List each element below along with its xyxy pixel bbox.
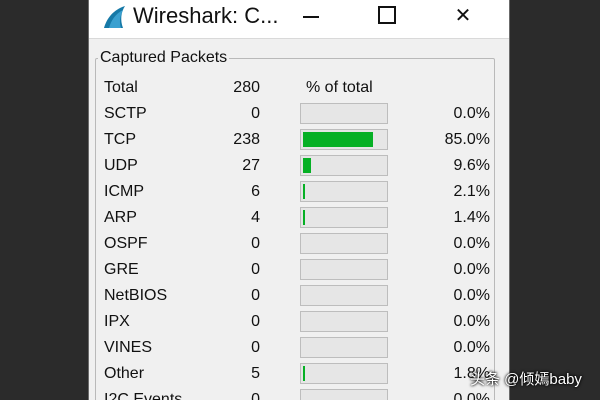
- packet-count: 4: [251, 209, 260, 226]
- percent-bar: [300, 337, 388, 358]
- table-row: TCP 238 85.0%: [96, 127, 494, 153]
- percent-value: 0.0%: [453, 287, 490, 304]
- percent-value: 0.0%: [453, 391, 490, 400]
- window-title: Wireshark: C...: [133, 3, 279, 28]
- packet-count: 0: [251, 105, 260, 122]
- packet-count: 0: [251, 313, 260, 330]
- minimize-button[interactable]: [281, 0, 341, 30]
- packet-count: 6: [251, 183, 260, 200]
- percent-bar: [300, 363, 388, 384]
- percent-bar: [300, 285, 388, 306]
- wireshark-fin-icon: [104, 6, 125, 28]
- table-row: SCTP 0 0.0%: [96, 101, 494, 127]
- minimize-icon: [303, 16, 319, 18]
- protocol-name: VINES: [104, 339, 153, 356]
- protocol-name: I2C Events: [104, 391, 183, 400]
- total-label: Total: [104, 79, 138, 96]
- protocol-name: ICMP: [104, 183, 144, 200]
- percent-bar: [300, 259, 388, 280]
- table-row: Other 5 1.8%: [96, 361, 494, 387]
- protocol-name: IPX: [104, 313, 130, 330]
- packet-count: 0: [251, 261, 260, 278]
- protocol-name: OSPF: [104, 235, 148, 252]
- packet-count: 27: [242, 157, 260, 174]
- table-row: I2C Events 0 0.0%: [96, 387, 494, 400]
- protocol-name: ARP: [104, 209, 137, 226]
- percent-value: 85.0%: [444, 131, 490, 148]
- wireshark-capture-window: Wireshark: C... ✕ Captured Packets Total…: [88, 0, 510, 400]
- packet-count: 0: [251, 391, 260, 400]
- packet-count: 0: [251, 339, 260, 356]
- table-row: IPX 0 0.0%: [96, 309, 494, 335]
- maximize-icon: [378, 6, 396, 24]
- percent-bar: [300, 207, 388, 228]
- protocol-name: UDP: [104, 157, 138, 174]
- total-count: 280: [233, 79, 260, 96]
- table-row: VINES 0 0.0%: [96, 335, 494, 361]
- percent-bar-fill: [303, 132, 373, 147]
- table-row: GRE 0 0.0%: [96, 257, 494, 283]
- packet-count: 5: [251, 365, 260, 382]
- protocol-name: TCP: [104, 131, 136, 148]
- percent-bar: [300, 103, 388, 124]
- watermark: 头条 @倾嫣baby: [470, 371, 582, 388]
- close-button[interactable]: ✕: [433, 0, 493, 30]
- percent-bar-fill: [303, 210, 305, 225]
- percent-bar-fill: [303, 366, 305, 381]
- packet-count: 0: [251, 235, 260, 252]
- table-row: ICMP 6 2.1%: [96, 179, 494, 205]
- percent-value: 9.6%: [453, 157, 490, 174]
- percent-bar-fill: [303, 158, 311, 173]
- percent-bar: [300, 181, 388, 202]
- percent-bar: [300, 233, 388, 254]
- table-row: ARP 4 1.4%: [96, 205, 494, 231]
- packet-count: 0: [251, 287, 260, 304]
- protocol-name: SCTP: [104, 105, 147, 122]
- percent-value: 0.0%: [453, 235, 490, 252]
- percent-bar-fill: [303, 184, 305, 199]
- group-title: Captured Packets: [98, 49, 230, 67]
- protocol-name: GRE: [104, 261, 139, 278]
- table-row: UDP 27 9.6%: [96, 153, 494, 179]
- percent-bar: [300, 155, 388, 176]
- percent-value: 1.8%: [453, 365, 490, 382]
- title-bar[interactable]: Wireshark: C... ✕: [89, 0, 509, 39]
- close-icon: ✕: [454, 4, 472, 27]
- percent-bar: [300, 311, 388, 332]
- packet-count: 238: [233, 131, 260, 148]
- captured-packets-group: Captured Packets Total 280 % of total SC…: [95, 49, 495, 400]
- protocol-name: NetBIOS: [104, 287, 168, 304]
- percent-value: 0.0%: [453, 261, 490, 278]
- percent-value: 0.0%: [453, 339, 490, 356]
- percent-bar: [300, 129, 388, 150]
- total-row: Total 280 % of total: [96, 75, 494, 101]
- percent-value: 0.0%: [453, 313, 490, 330]
- percent-bar: [300, 389, 388, 400]
- protocol-name: Other: [104, 365, 145, 382]
- maximize-button[interactable]: [357, 0, 417, 30]
- table-row: NetBIOS 0 0.0%: [96, 283, 494, 309]
- percent-header: % of total: [306, 79, 373, 96]
- percent-value: 1.4%: [453, 209, 490, 226]
- percent-value: 0.0%: [453, 105, 490, 122]
- percent-value: 2.1%: [453, 183, 490, 200]
- table-row: OSPF 0 0.0%: [96, 231, 494, 257]
